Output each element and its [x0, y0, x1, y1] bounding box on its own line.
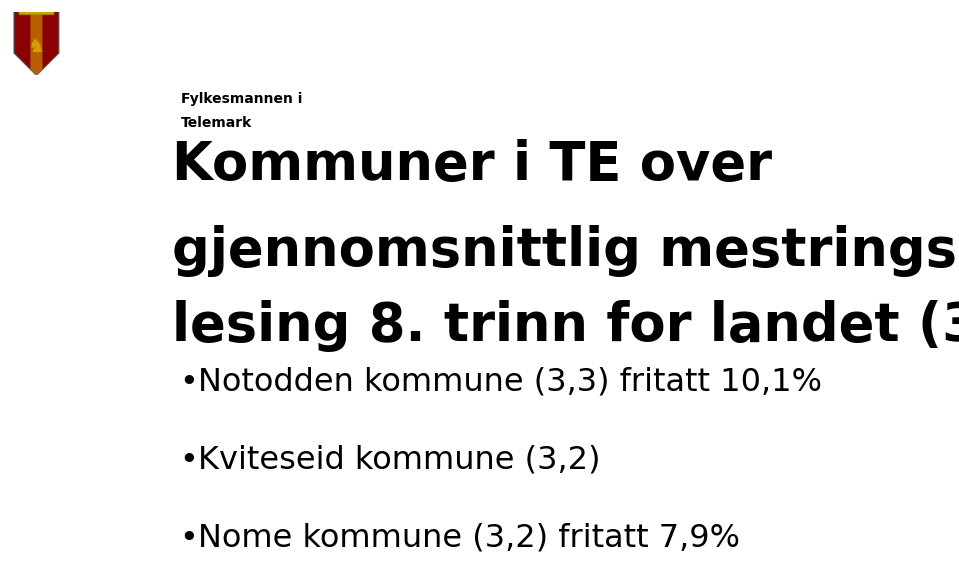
Polygon shape [14, 12, 58, 75]
Text: Notodden kommune (3,3) fritatt 10,1%: Notodden kommune (3,3) fritatt 10,1% [198, 367, 822, 397]
Polygon shape [19, 0, 54, 14]
Text: lesing 8. trinn for landet (3,1): lesing 8. trinn for landet (3,1) [172, 300, 959, 351]
Text: •: • [179, 367, 199, 397]
Text: Fylkesmannen i: Fylkesmannen i [181, 92, 302, 106]
Text: Kviteseid kommune (3,2): Kviteseid kommune (3,2) [198, 445, 600, 476]
Text: •: • [179, 445, 199, 476]
Text: ♞: ♞ [28, 37, 45, 56]
Text: Nome kommune (3,2) fritatt 7,9%: Nome kommune (3,2) fritatt 7,9% [198, 523, 740, 554]
Text: gjennomsnittlig mestringsnivå i: gjennomsnittlig mestringsnivå i [172, 219, 959, 277]
Text: •: • [179, 523, 199, 554]
Text: Telemark: Telemark [181, 117, 252, 130]
Polygon shape [31, 12, 42, 75]
Text: Kommuner i TE over: Kommuner i TE over [172, 139, 772, 191]
